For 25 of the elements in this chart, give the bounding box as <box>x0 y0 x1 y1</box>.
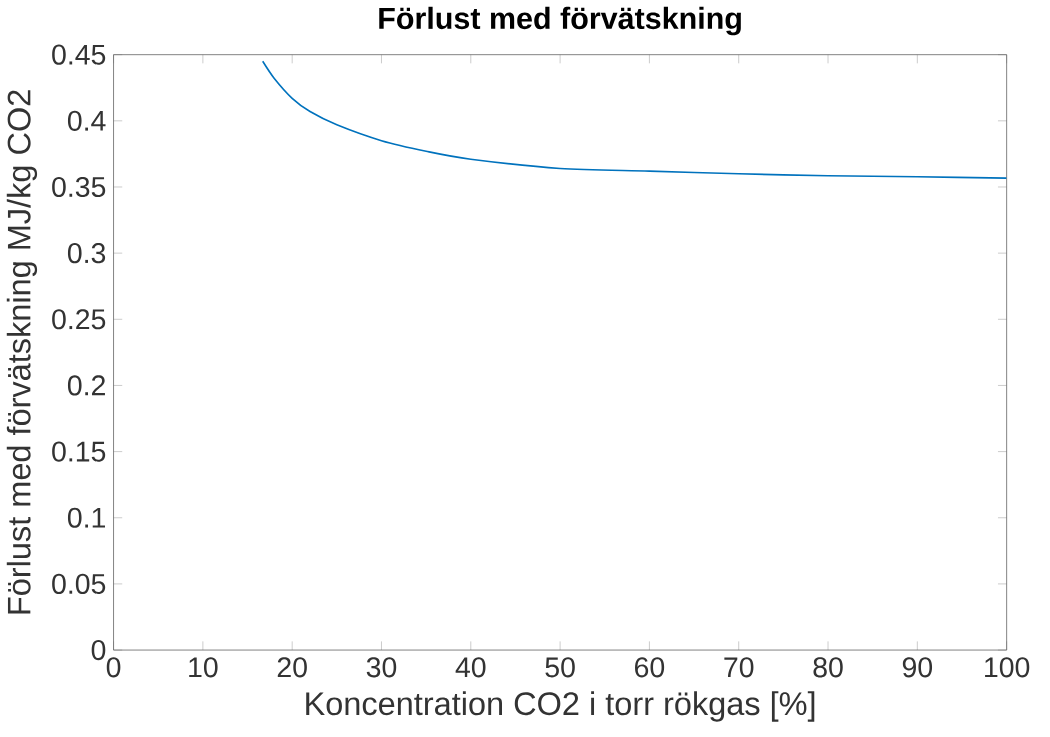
x-tick-label: 0 <box>106 657 121 678</box>
y-tick-label: 0.45 <box>52 44 106 65</box>
y-axis-title: Förlust med förvätskning MJ/kg CO2 <box>6 90 38 614</box>
y-tick-label: 0 <box>91 640 106 661</box>
y-tick-label: 0.2 <box>67 375 105 396</box>
x-tick-label: 30 <box>366 657 397 678</box>
y-tick-label: 0.05 <box>52 573 106 595</box>
x-axis-title: Koncentration CO2 i torr rökgas [%] <box>306 691 815 722</box>
x-tick-label: 100 <box>985 657 1030 678</box>
y-tick-label: 0.3 <box>67 243 106 264</box>
x-tick-label: 40 <box>455 657 486 678</box>
line-series <box>261 60 1007 180</box>
x-tick-label: 20 <box>277 657 307 678</box>
y-tick-label: 0.4 <box>67 110 106 132</box>
y-tick-label: 0.35 <box>52 177 106 198</box>
x-tick-label: 70 <box>724 657 754 678</box>
x-tick-label: 10 <box>189 657 218 678</box>
x-tick-label: 90 <box>902 657 933 678</box>
x-tick-label: 60 <box>635 657 665 678</box>
x-tick-label: 80 <box>813 657 843 678</box>
y-tick-label: 0.25 <box>52 309 106 330</box>
y-tick-label: 0.15 <box>52 441 106 462</box>
chart-title: Förlust med förvätskning <box>379 6 741 36</box>
y-tick-label: 0.1 <box>67 507 105 528</box>
x-tick-label: 50 <box>545 657 575 678</box>
